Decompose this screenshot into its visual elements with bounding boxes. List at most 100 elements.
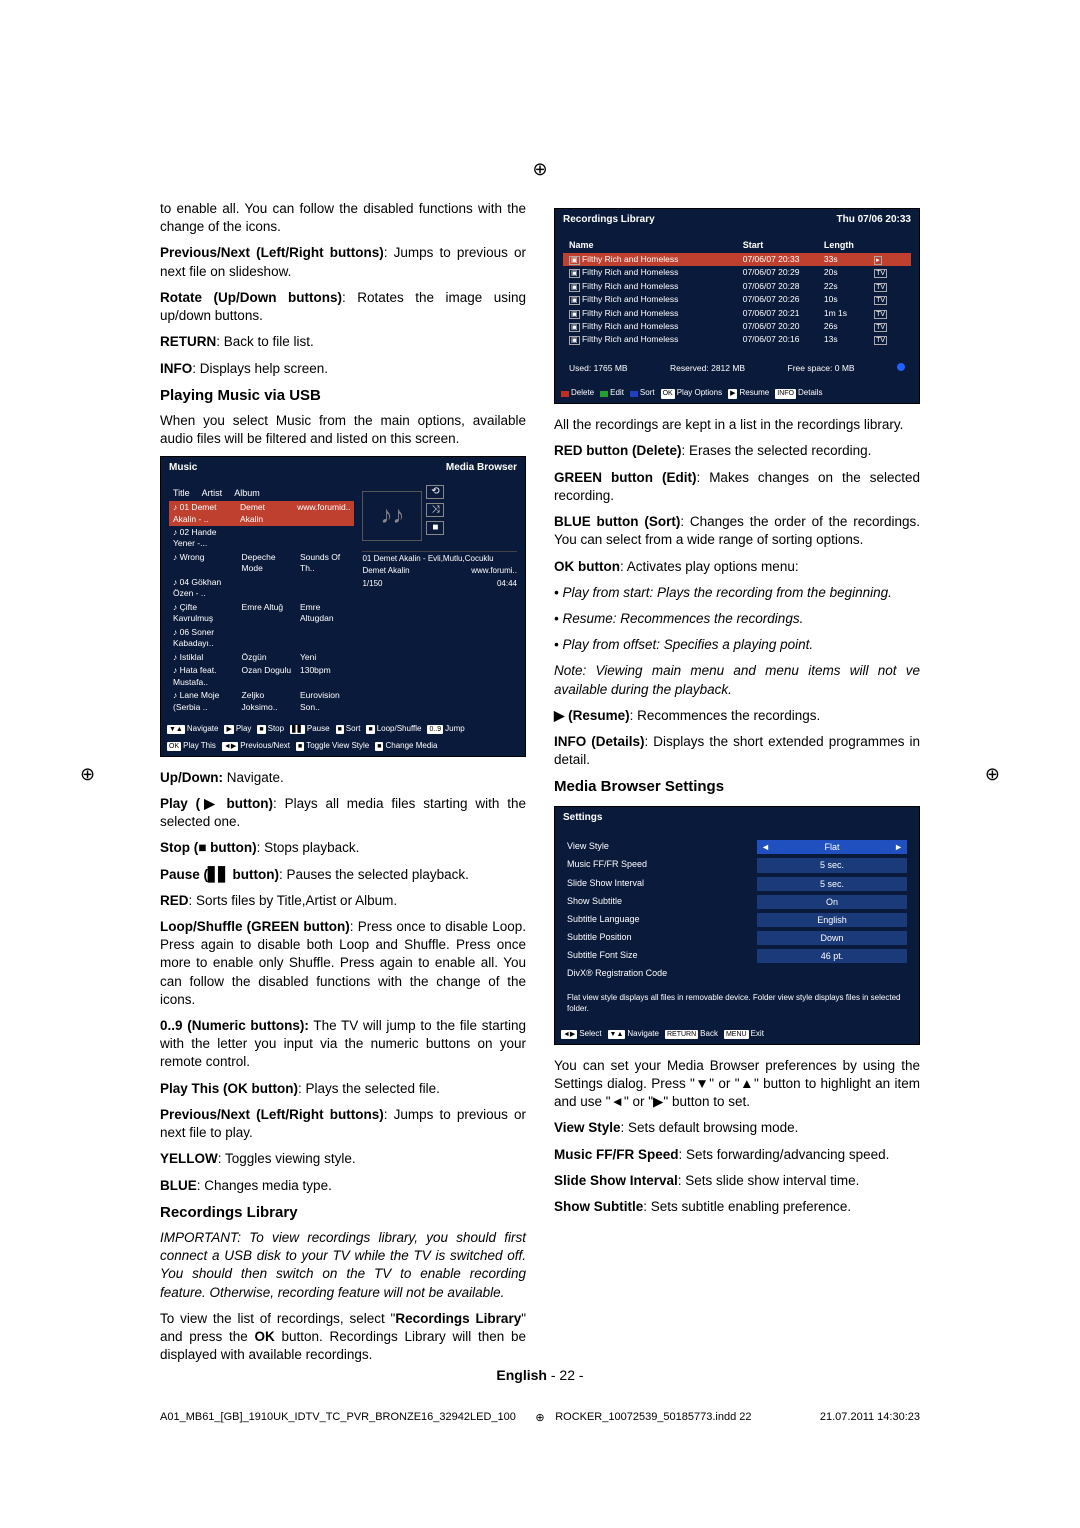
playthis-text: : Plays the selected file.	[298, 1081, 440, 1096]
preview-side-icons: ⟲ ⤨ ■	[426, 485, 444, 547]
footer-hint: OKPlay This	[167, 741, 216, 752]
viewstyle-label: View Style	[554, 1120, 621, 1135]
stop-label: Stop (■ button)	[160, 840, 257, 855]
print-left: A01_MB61_[GB]_1910UK_IDTV_TC_PVR_BRONZE1…	[160, 1411, 516, 1423]
ok-btn-text: : Activates play options menu:	[620, 559, 799, 574]
num-label: 0..9 (Numeric buttons):	[160, 1018, 309, 1033]
prevnext2-para: Previous/Next (Left/Right buttons): Jump…	[160, 1106, 526, 1142]
slide-para: Slide Show Interval: Sets slide show int…	[554, 1172, 920, 1190]
settings-row: Subtitle PositionDown	[567, 929, 907, 947]
return-para: RETURN: Back to file list.	[160, 333, 526, 351]
green-btn-para: GREEN button (Edit): Makes changes on th…	[554, 469, 920, 505]
rec-view-t1: To view the list of recordings, select "	[160, 1311, 395, 1326]
preview-artist: Demet Akalin	[362, 566, 409, 577]
rec-rows: ▣ Filthy Rich and Homeless07/06/07 20:33…	[563, 253, 911, 347]
play-para: Play (▶ button): Plays all media files s…	[160, 795, 526, 831]
rec-used: Used: 1765 MB	[569, 363, 628, 374]
ff-text: : Sets forwarding/advancing speed.	[679, 1147, 890, 1162]
heading-settings: Media Browser Settings	[554, 777, 920, 797]
red-text: : Sorts files by Title,Artist or Album.	[189, 893, 398, 908]
red-btn-label: RED button (Delete)	[554, 443, 682, 458]
rec-col-blank	[874, 239, 905, 251]
footer-hint: ■Change Media	[375, 741, 437, 752]
blue-btn-label: BLUE button (Sort)	[554, 514, 680, 529]
rec-col-start: Start	[743, 239, 820, 251]
yellow-label: YELLOW	[160, 1151, 218, 1166]
pause-text: : Pauses the selected playback.	[279, 867, 469, 882]
col-title: Title	[173, 487, 190, 499]
rec-col-len: Length	[824, 239, 870, 251]
print-mid: ROCKER_10072539_50185773.indd 22	[555, 1411, 751, 1423]
footer-hint: ■Stop	[257, 724, 284, 735]
music-rows: ♪ 01 Demet Akalin - ..Demet Akalinwww.fo…	[169, 501, 354, 714]
col-album: Album	[234, 487, 260, 499]
viewstyle-para: View Style: Sets default browsing mode.	[554, 1119, 920, 1137]
all-rec: All the recordings are kept in a list in…	[554, 416, 920, 434]
loop-label: Loop/Shuffle (GREEN button)	[160, 919, 350, 934]
col-artist: Artist	[202, 487, 223, 499]
settings-screenshot: Settings View StyleFlatMusic FF/FR Speed…	[554, 806, 920, 1045]
info-label: INFO	[160, 361, 192, 376]
settings-row: Subtitle Font Size46 pt.	[567, 947, 907, 965]
footer-page: - 22 -	[547, 1367, 584, 1383]
footer-hint: ■Sort	[336, 724, 361, 735]
rec-sc-body: Name Start Length ▣ Filthy Rich and Home…	[555, 231, 919, 385]
settings-note: Flat view style displays all files in re…	[567, 993, 907, 1015]
resume-label: ▶ (Resume)	[554, 708, 630, 723]
music-preview: ♪♪ ⟲ ⤨ ■ 01 Demet Akalin - Evli,Mutlu,Co…	[362, 485, 517, 714]
footer-hint: OKPlay Options	[661, 388, 722, 399]
updown-label: Up/Down:	[160, 770, 223, 785]
print-line: A01_MB61_[GB]_1910UK_IDTV_TC_PVR_BRONZE1…	[160, 1411, 920, 1423]
rec-important: IMPORTANT: To view recordings library, y…	[160, 1229, 526, 1302]
footer-hint: ▶Resume	[728, 388, 769, 399]
table-row: ▣ Filthy Rich and Homeless07/06/07 20:33…	[563, 253, 911, 266]
list-item: ♪ Lane Moje (Serbia ..Zeljko Joksimo..Eu…	[169, 689, 354, 714]
music-intro: When you select Music from the main opti…	[160, 412, 526, 448]
settings-rows: View StyleFlatMusic FF/FR Speed5 sec.Sli…	[567, 838, 907, 981]
red-btn-text: : Erases the selected recording.	[682, 443, 872, 458]
footer-hint: INFODetails	[775, 388, 822, 399]
settings-row: Show SubtitleOn	[567, 893, 907, 911]
info-det-label: INFO (Details)	[554, 734, 645, 749]
settings-row: Slide Show Interval5 sec.	[567, 875, 907, 893]
music-screenshot: Music Media Browser Title Artist Album ♪…	[160, 456, 526, 756]
set-sc-title: Settings	[563, 811, 602, 825]
music-sc-title: Music	[169, 461, 197, 475]
ok-btn-para: OK button: Activates play options menu:	[554, 558, 920, 576]
ok-btn-label: OK button	[554, 559, 620, 574]
music-sc-right: Media Browser	[446, 461, 517, 475]
shuffle-icon: ⤨	[426, 503, 444, 517]
footer-hint: MENUExit	[724, 1029, 764, 1040]
list-item: ♪ IstiklalÖzgünYeni	[169, 651, 354, 664]
list-item: ♪ 02 Hande Yener -...	[169, 526, 354, 551]
rec-free: Free space: 0 MB	[788, 363, 855, 374]
set-sc-header: Settings	[555, 807, 919, 829]
music-note-icon: ♪♪	[362, 491, 422, 541]
stop-para: Stop (■ button): Stops playback.	[160, 839, 526, 857]
settings-row: Music FF/FR Speed5 sec.	[567, 856, 907, 874]
music-list-header: Title Artist Album	[169, 485, 354, 501]
music-sc-footer: ▼▲Navigate▶Play■Stop▋▋Pause■Sort■Loop/Sh…	[161, 720, 525, 756]
left-column: to enable all. You can follow the disabl…	[160, 200, 526, 1373]
rec-status-bar: Used: 1765 MB Reserved: 2812 MB Free spa…	[563, 359, 911, 378]
list-item: ♪ 06 Soner Kabadayı..	[169, 626, 354, 651]
intro-text: to enable all. You can follow the disabl…	[160, 200, 526, 236]
red-para: RED: Sorts files by Title,Artist or Albu…	[160, 892, 526, 910]
footer-lang: English	[496, 1367, 547, 1383]
rotate-label: Rotate (Up/Down buttons)	[160, 290, 342, 305]
heading-music: Playing Music via USB	[160, 386, 526, 406]
note: Note: Viewing main menu and menu items w…	[554, 662, 920, 698]
prev-next-para: Previous/Next (Left/Right buttons): Jump…	[160, 244, 526, 280]
blue-label: BLUE	[160, 1178, 197, 1193]
playthis-label: Play This (OK button)	[160, 1081, 298, 1096]
rec-view-bold: Recordings Library	[395, 1311, 521, 1326]
print-right: 21.07.2011 14:30:23	[820, 1411, 920, 1423]
set-sc-body: View StyleFlatMusic FF/FR Speed5 sec.Sli…	[555, 828, 919, 1025]
registration-mark-left: ⊕	[80, 764, 95, 785]
stop-text: : Stops playback.	[257, 840, 360, 855]
rec-sc-footer: DeleteEditSortOKPlay Options▶ResumeINFOD…	[555, 384, 919, 403]
ff-label: Music FF/FR Speed	[554, 1147, 679, 1162]
green-btn-label: GREEN button (Edit)	[554, 470, 696, 485]
preview-info: 01 Demet Akalin - Evli,Mutlu,Cocuklu Dem…	[362, 551, 517, 590]
updown-text: Navigate.	[223, 770, 284, 785]
